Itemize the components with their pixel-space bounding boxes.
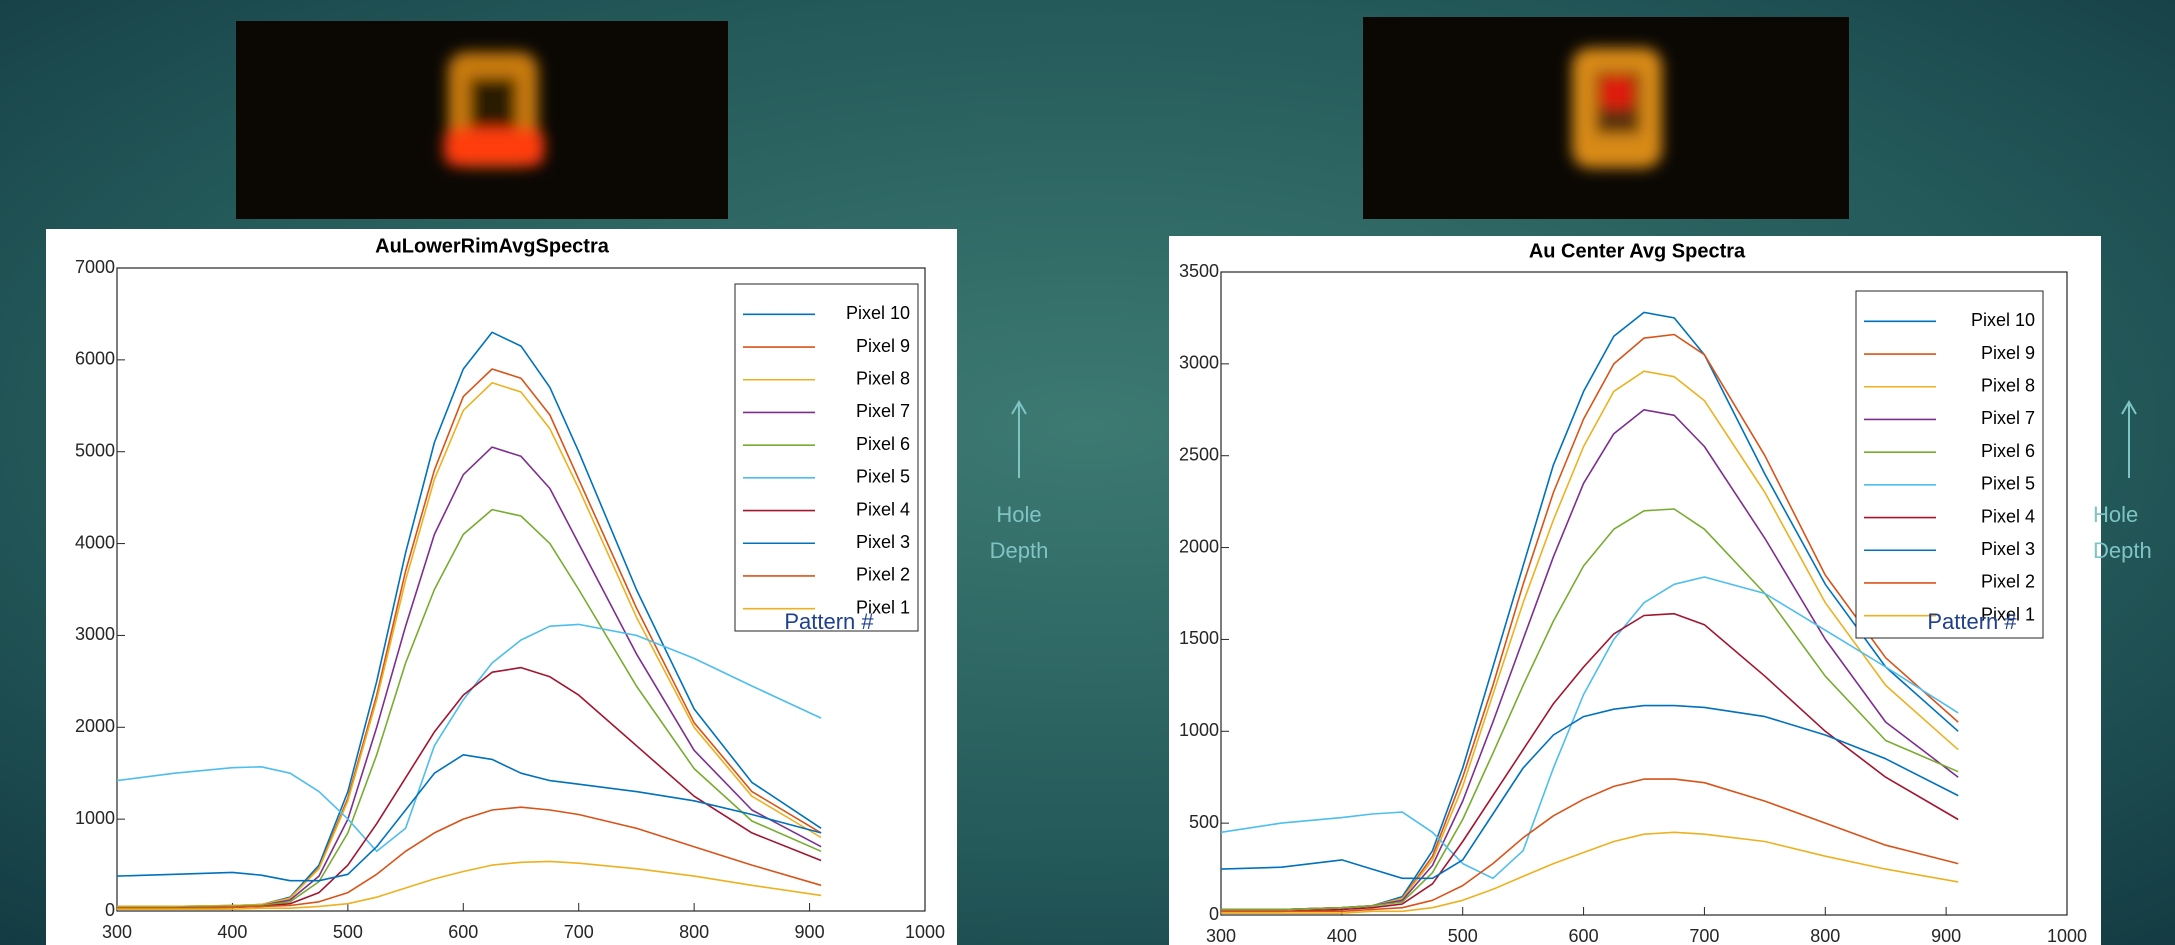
annotation: Hole (2093, 502, 2138, 527)
y-tick-label: 3000 (1179, 353, 1219, 373)
x-tick-label: 800 (679, 922, 709, 942)
x-tick-label: 1000 (905, 922, 945, 942)
thumbnail-image (236, 21, 728, 219)
annotation: Pattern # (784, 609, 874, 634)
y-tick-label: 7000 (75, 257, 115, 277)
y-tick-label: 4000 (75, 532, 115, 552)
slide: 0100020003000400050006000700030040050060… (0, 0, 2175, 945)
y-tick-label: 1000 (75, 808, 115, 828)
legend-label: Pixel 7 (856, 401, 910, 421)
y-tick-label: 2500 (1179, 444, 1219, 464)
legend-label: Pixel 10 (1971, 310, 2035, 330)
x-tick-label: 1000 (2047, 926, 2087, 945)
chart-title: AuLowerRimAvgSpectra (375, 235, 610, 257)
chart-title: Au Center Avg Spectra (1529, 240, 1746, 262)
legend-label: Pixel 2 (856, 565, 910, 585)
legend-label: Pixel 6 (1981, 441, 2035, 461)
y-tick-label: 3500 (1179, 261, 1219, 281)
annotation: Hole (996, 502, 1041, 527)
legend-label: Pixel 9 (856, 336, 910, 356)
x-tick-label: 800 (1810, 926, 1840, 945)
legend-label: Pixel 9 (1981, 343, 2035, 363)
x-tick-label: 700 (1689, 926, 1719, 945)
x-tick-label: 400 (217, 922, 247, 942)
y-tick-label: 1000 (1179, 720, 1219, 740)
y-tick-label: 0 (1209, 904, 1219, 924)
x-tick-label: 500 (333, 922, 363, 942)
x-tick-label: 400 (1327, 926, 1357, 945)
y-tick-label: 1500 (1179, 628, 1219, 648)
x-tick-label: 600 (1569, 926, 1599, 945)
legend-label: Pixel 6 (856, 434, 910, 454)
legend-label: Pixel 2 (1981, 572, 2035, 592)
legend-label: Pixel 4 (856, 499, 910, 519)
x-tick-label: 600 (448, 922, 478, 942)
legend-label: Pixel 3 (856, 532, 910, 552)
y-tick-label: 500 (1189, 812, 1219, 832)
y-tick-label: 2000 (1179, 536, 1219, 556)
legend-label: Pixel 10 (846, 303, 910, 323)
legend-label: Pixel 8 (1981, 376, 2035, 396)
annotation: Pattern # (1927, 609, 2017, 634)
x-tick-label: 900 (795, 922, 825, 942)
annotation: Depth (990, 538, 1049, 563)
legend-label: Pixel 3 (1981, 539, 2035, 559)
y-tick-label: 6000 (75, 349, 115, 369)
legend-label: Pixel 5 (856, 467, 910, 487)
y-tick-label: 0 (105, 900, 115, 920)
x-tick-label: 300 (1206, 926, 1236, 945)
y-tick-label: 3000 (75, 624, 115, 644)
x-tick-label: 900 (1931, 926, 1961, 945)
legend-label: Pixel 5 (1981, 474, 2035, 494)
legend-label: Pixel 4 (1981, 506, 2035, 526)
legend-label: Pixel 8 (856, 369, 910, 389)
x-tick-label: 500 (1448, 926, 1478, 945)
thumbnail-image (1363, 17, 1849, 219)
annotation: Depth (2093, 538, 2152, 563)
x-tick-label: 700 (564, 922, 594, 942)
y-tick-label: 5000 (75, 440, 115, 460)
y-tick-label: 2000 (75, 716, 115, 736)
legend-label: Pixel 7 (1981, 408, 2035, 428)
x-tick-label: 300 (102, 922, 132, 942)
